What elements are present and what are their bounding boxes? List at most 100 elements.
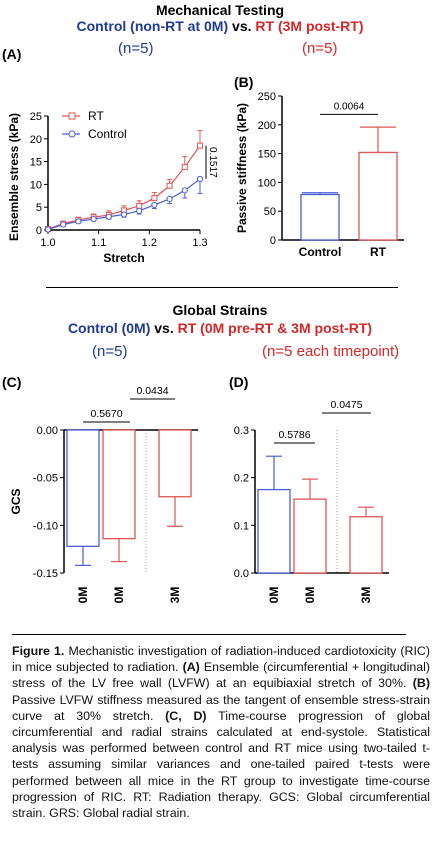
global-strains-title: Global Strains (172, 302, 268, 318)
chart-a: 0 5 10 15 20 25 1.0 1.1 1.2 1.3 Stretch Ensemble st… (7, 109, 218, 265)
bar-rt-3m (349, 516, 383, 574)
bar-rt-3m (158, 429, 192, 498)
bar-rt-0m (293, 498, 327, 574)
p-value-c-2: 0.0434 (136, 385, 168, 397)
caption-text-1: Mechanistic investigation of radiation-i… (12, 644, 430, 675)
legend-label: Control (88, 127, 127, 141)
x-tick-label: 1.2 (142, 237, 157, 249)
y-tick-label: 50 (264, 206, 276, 218)
data-point-control (105, 213, 112, 220)
caption-cd: (C, D) (165, 708, 207, 723)
y-tick-label: 250 (258, 91, 276, 103)
bar-control-0m (66, 429, 100, 547)
caption-b: (B) (412, 676, 430, 691)
vs-label-2: vs. (154, 320, 174, 336)
y-tick-label: 0.00 (37, 425, 58, 437)
rt-group-label: RT (3M post-RT) (255, 18, 364, 34)
n-control-label: (n=5) (118, 40, 154, 57)
p-value-d-1: 0.5786 (278, 429, 310, 441)
p-value-b: 0.0064 (334, 101, 365, 112)
bar-rt (358, 151, 398, 241)
data-point-control (196, 175, 204, 183)
chart-b: 0 50 100 150 200 250 Passive stiffness (kPa) Co… (235, 91, 404, 259)
caption-a: (A) (182, 660, 200, 675)
y-tick-label: 10 (30, 179, 42, 191)
category-label: 0M (76, 587, 90, 604)
panel-d-label: (D) (229, 374, 249, 390)
global-strains-groups: Control (0M) vs. RT (0M pre-RT & 3M post… (0, 320, 440, 336)
y-tick-label: 5 (36, 202, 42, 214)
panel-a-label: (A) (2, 46, 22, 62)
data-point-control (181, 187, 188, 194)
y-tick-label: -0.05 (33, 473, 58, 485)
x-axis-label: Stretch (103, 251, 144, 265)
control-group-label: Control (non-RT at 0M) (76, 18, 229, 34)
x-tick-label: 1.3 (192, 237, 207, 249)
category-label: 3M (359, 587, 373, 604)
y-tick-label: -0.10 (33, 520, 58, 532)
data-point-control (44, 226, 52, 233)
data-point-control (75, 218, 82, 225)
category-label: 0M (112, 587, 126, 604)
y-axis-label: GCS (9, 488, 23, 514)
category-label: RT (370, 245, 387, 259)
y-tick-label: 0.3 (234, 425, 249, 437)
bar-control-0m (257, 488, 291, 574)
vs-label: vs. (232, 18, 252, 34)
y-tick-label: 0 (36, 225, 42, 237)
n-rt-label-2: (n=5 each timepoint) (262, 343, 400, 360)
panel-c-label: (C) (2, 374, 22, 390)
y-tick-label: 15 (30, 157, 42, 169)
p-value-d-2: 0.0475 (330, 399, 362, 411)
data-point-control (151, 201, 158, 209)
y-tick-label: 100 (258, 177, 276, 189)
chart-c: 0.00 -0.05 -0.10 -0.15 GCS 0M 0M 3M 0.5670 0.0434 (9, 385, 198, 604)
caption-text-4: Time-course progression of global circum… (12, 708, 430, 821)
y-axis-label: Ensemble stress (kPa) (7, 113, 21, 241)
caption-text-3: Passive LVFW stiffness measured as the t… (12, 692, 430, 723)
data-point-control (120, 211, 128, 218)
data-point-rt (136, 202, 143, 209)
legend-marker (68, 112, 76, 120)
data-point-control (166, 195, 173, 203)
mechanical-testing-title: Mechanical Testing (155, 2, 285, 18)
category-label: 0M (303, 587, 317, 604)
n-rt-label: (n=5) (302, 40, 338, 57)
y-tick-label: 0 (270, 235, 276, 247)
section-divider (46, 287, 398, 288)
bar-rt-0m (102, 429, 136, 540)
data-point-rt (151, 195, 158, 202)
panel-b-label: (B) (234, 74, 254, 90)
category-label: 3M (168, 587, 182, 604)
data-point-rt (197, 142, 203, 149)
data-point-control (90, 215, 97, 223)
mechanical-testing-groups: Control (non-RT at 0M) vs. RT (3M post-R… (0, 18, 440, 34)
caption-figure-label: Figure 1. (12, 644, 65, 658)
y-tick-label: 20 (30, 134, 42, 146)
figure-caption: Figure 1. Mechanistic investigation of r… (12, 643, 430, 821)
category-label: 0M (267, 587, 281, 604)
p-value-c-1: 0.5670 (90, 408, 122, 420)
y-tick-label: 0.2 (234, 473, 249, 485)
y-axis-label: Passive stiffness (kPa) (235, 103, 249, 233)
y-tick-label: 150 (258, 149, 276, 161)
n-control-label-2: (n=5) (92, 343, 128, 360)
y-tick-label: 200 (258, 120, 276, 132)
x-tick-label: 1.1 (91, 237, 106, 249)
data-point-control (60, 221, 67, 228)
caption-divider (12, 634, 406, 635)
legend-marker (68, 130, 76, 138)
data-point-control (136, 207, 143, 214)
y-tick-label: 0.0 (234, 568, 249, 580)
data-point-rt (181, 164, 188, 171)
control-0m-label: Control (0M) (67, 320, 151, 336)
rt-timepoints-label: RT (0M pre-RT & 3M post-RT) (177, 320, 373, 336)
caption-text-2: Ensemble (circumferential + longitudinal… (12, 660, 430, 691)
category-label: Control (299, 245, 342, 259)
y-tick-label: 0.1 (234, 520, 249, 532)
data-point-rt (166, 182, 173, 189)
y-tick-label: 25 (30, 111, 42, 123)
p-value-a: 0.1517 (207, 147, 218, 178)
legend-label: RT (88, 109, 104, 123)
